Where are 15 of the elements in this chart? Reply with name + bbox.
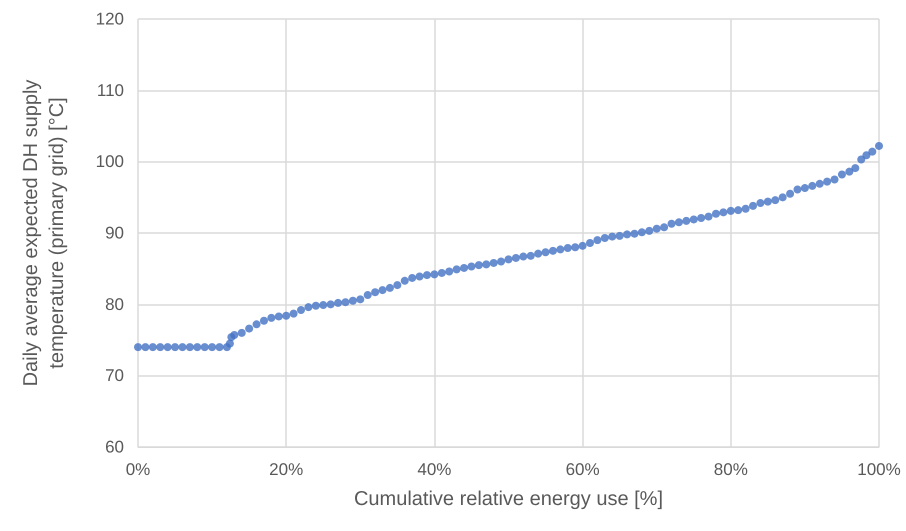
x-axis-title: Cumulative relative energy use [%]: [354, 488, 664, 510]
x-tick-label: 60%: [566, 460, 600, 479]
x-tick-label: 100%: [857, 460, 901, 479]
y-tick-label: 60: [105, 438, 124, 456]
y-tick-label: 80: [105, 294, 124, 314]
x-tick-label: 40%: [417, 460, 452, 479]
x-tick-label: 20%: [269, 460, 304, 479]
y-tick-label: 70: [105, 366, 124, 386]
y-tick-label: 90: [105, 224, 124, 242]
x-tick-label: 80%: [714, 460, 748, 479]
y-tick-label: 100: [96, 152, 124, 172]
y-tick-label: 120: [96, 10, 124, 28]
y-tick-label: 110: [96, 80, 124, 100]
y-axis-title: Daily average expected DH supply temperature (primary grid) [°C]: [20, 80, 68, 386]
x-tick-label: 0%: [126, 460, 150, 479]
